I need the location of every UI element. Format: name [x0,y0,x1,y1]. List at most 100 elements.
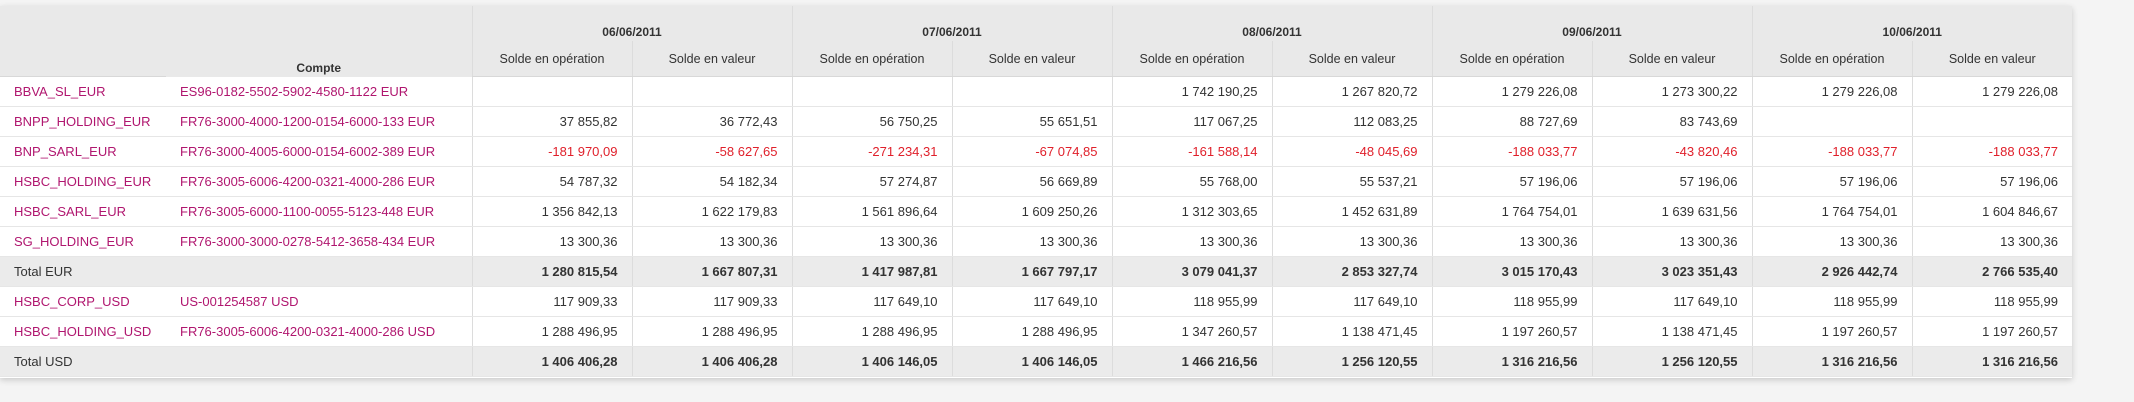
total-account-cell [166,256,472,287]
solde-operation-cell: 1 466 216,56 [1111,346,1272,377]
solde-operation-cell: 88 727,69 [1431,106,1592,137]
solde-valeur-cell: 1 406 146,05 [951,346,1112,377]
solde-operation-cell: 1 197 260,57 [1751,316,1912,347]
solde-operation-cell: 1 280 815,54 [471,256,632,287]
solde-operation-cell: 13 300,36 [1431,226,1592,257]
account-link[interactable]: FR76-3005-6006-4200-0321-4000-286 USD [166,316,472,347]
account-link[interactable]: FR76-3000-4000-1200-0154-6000-133 EUR [166,106,472,137]
entity-link[interactable]: HSBC_CORP_USD [0,286,166,317]
table-header: Compte 06/06/2011 07/06/2011 08/06/2011 … [0,6,2072,77]
solde-valeur-cell: 13 300,36 [1591,226,1752,257]
entity-subheader [0,41,166,77]
solde-valeur-cell: 57 196,06 [1591,166,1752,197]
solde-operation-header: Solde en opération [791,41,952,77]
solde-valeur-cell: 112 083,25 [1271,106,1432,137]
solde-operation-cell: 117 649,10 [791,286,952,317]
date-header: 10/06/2011 [1751,6,2072,41]
solde-operation-cell: -188 033,77 [1431,136,1592,167]
solde-valeur-cell: 1 406 406,28 [631,346,792,377]
solde-operation-cell: 56 750,25 [791,106,952,137]
solde-valeur-cell: 13 300,36 [1271,226,1432,257]
solde-operation-cell: 1 417 987,81 [791,256,952,287]
total-label: Total EUR [0,256,166,287]
solde-operation-cell: 117 909,33 [471,286,632,317]
solde-operation-cell: 1 764 754,01 [1751,196,1912,227]
solde-operation-cell: 13 300,36 [1111,226,1272,257]
account-link[interactable]: FR76-3000-4005-6000-0154-6002-389 EUR [166,136,472,167]
solde-operation-header: Solde en opération [1751,41,1912,77]
account-link[interactable]: FR76-3005-6000-1100-0055-5123-448 EUR [166,196,472,227]
table-row: BBVA_SL_EUR ES96-0182-5502-5902-4580-1122… [0,76,2072,107]
solde-valeur-cell [631,76,792,107]
account-link[interactable]: FR76-3000-3000-0278-5412-3658-434 EUR [166,226,472,257]
solde-valeur-header: Solde en valeur [1271,41,1432,77]
solde-valeur-cell: 117 649,10 [1271,286,1432,317]
solde-operation-cell: 57 196,06 [1431,166,1592,197]
solde-valeur-cell: 1 279 226,08 [1911,76,2072,107]
table-row: HSBC_SARL_EUR FR76-3005-6000-1100-0055-51… [0,196,2072,227]
table-row: HSBC_CORP_USD US-001254587 USD 117 909,33 1… [0,286,2072,317]
solde-valeur-cell: 1 197 260,57 [1911,316,2072,347]
solde-valeur-cell: 1 256 120,55 [1591,346,1752,377]
solde-operation-cell: 1 288 496,95 [791,316,952,347]
solde-operation-cell: 13 300,36 [471,226,632,257]
solde-operation-cell: 13 300,36 [791,226,952,257]
entity-link[interactable]: SG_HOLDING_EUR [0,226,166,257]
account-link[interactable]: FR76-3005-6006-4200-0321-4000-286 EUR [166,166,472,197]
account-link[interactable]: US-001254587 USD [166,286,472,317]
solde-valeur-cell: 1 622 179,83 [631,196,792,227]
solde-valeur-cell: -48 045,69 [1271,136,1432,167]
entity-link[interactable]: BBVA_SL_EUR [0,76,166,107]
solde-operation-cell: 1 316 216,56 [1431,346,1592,377]
entity-link[interactable]: HSBC_HOLDING_EUR [0,166,166,197]
solde-operation-cell: 1 356 842,13 [471,196,632,227]
solde-operation-cell: -188 033,77 [1751,136,1912,167]
solde-valeur-header: Solde en valeur [1591,41,1752,77]
solde-operation-cell: -271 234,31 [791,136,952,167]
solde-valeur-cell: 1 288 496,95 [951,316,1112,347]
date-header: 07/06/2011 [791,6,1112,41]
total-account-cell [166,346,472,377]
solde-valeur-cell: 1 256 120,55 [1271,346,1432,377]
solde-valeur-cell: -67 074,85 [951,136,1112,167]
solde-valeur-cell: 13 300,36 [1911,226,2072,257]
solde-valeur-header: Solde en valeur [1911,41,2072,77]
date-header: 06/06/2011 [471,6,792,41]
account-link[interactable]: ES96-0182-5502-5902-4580-1122 EUR [166,76,472,107]
solde-operation-cell: 1 742 190,25 [1111,76,1272,107]
solde-valeur-cell: 56 669,89 [951,166,1112,197]
solde-valeur-header: Solde en valeur [631,41,792,77]
entity-link[interactable]: BNP_SARL_EUR [0,136,166,167]
solde-operation-cell: 1 279 226,08 [1751,76,1912,107]
solde-valeur-cell: 118 955,99 [1911,286,2072,317]
total-label: Total USD [0,346,166,377]
total-row: Total EUR 1 280 815,54 1 667 807,31 1 417 9… [0,256,2072,287]
solde-valeur-cell: 55 537,21 [1271,166,1432,197]
solde-operation-cell: 1 197 260,57 [1431,316,1592,347]
entity-link[interactable]: HSBC_SARL_EUR [0,196,166,227]
total-row: Total USD 1 406 406,28 1 406 406,28 1 406 1… [0,346,2072,377]
solde-valeur-cell: 117 909,33 [631,286,792,317]
solde-valeur-cell: 13 300,36 [951,226,1112,257]
entity-link[interactable]: BNPP_HOLDING_EUR [0,106,166,137]
solde-operation-cell: 1 312 303,65 [1111,196,1272,227]
solde-operation-cell: 2 926 442,74 [1751,256,1912,287]
solde-operation-cell: 1 316 216,56 [1751,346,1912,377]
balance-table-panel: Compte 06/06/2011 07/06/2011 08/06/2011 … [0,6,2072,378]
solde-operation-cell [791,76,952,107]
solde-valeur-cell: 83 743,69 [1591,106,1752,137]
entity-link[interactable]: HSBC_HOLDING_USD [0,316,166,347]
date-header: 09/06/2011 [1431,6,1752,41]
solde-operation-cell: 57 196,06 [1751,166,1912,197]
solde-valeur-cell: 1 609 250,26 [951,196,1112,227]
table-body: BBVA_SL_EUR ES96-0182-5502-5902-4580-1122… [0,76,2072,377]
solde-valeur-cell: 1 267 820,72 [1271,76,1432,107]
solde-operation-cell: 54 787,32 [471,166,632,197]
solde-operation-header: Solde en opération [1111,41,1272,77]
solde-valeur-cell: 1 273 300,22 [1591,76,1752,107]
solde-valeur-cell [951,76,1112,107]
solde-valeur-cell: 36 772,43 [631,106,792,137]
table-row: HSBC_HOLDING_USD FR76-3005-6006-4200-0321… [0,316,2072,347]
solde-operation-cell [471,76,632,107]
solde-valeur-cell: 117 649,10 [951,286,1112,317]
